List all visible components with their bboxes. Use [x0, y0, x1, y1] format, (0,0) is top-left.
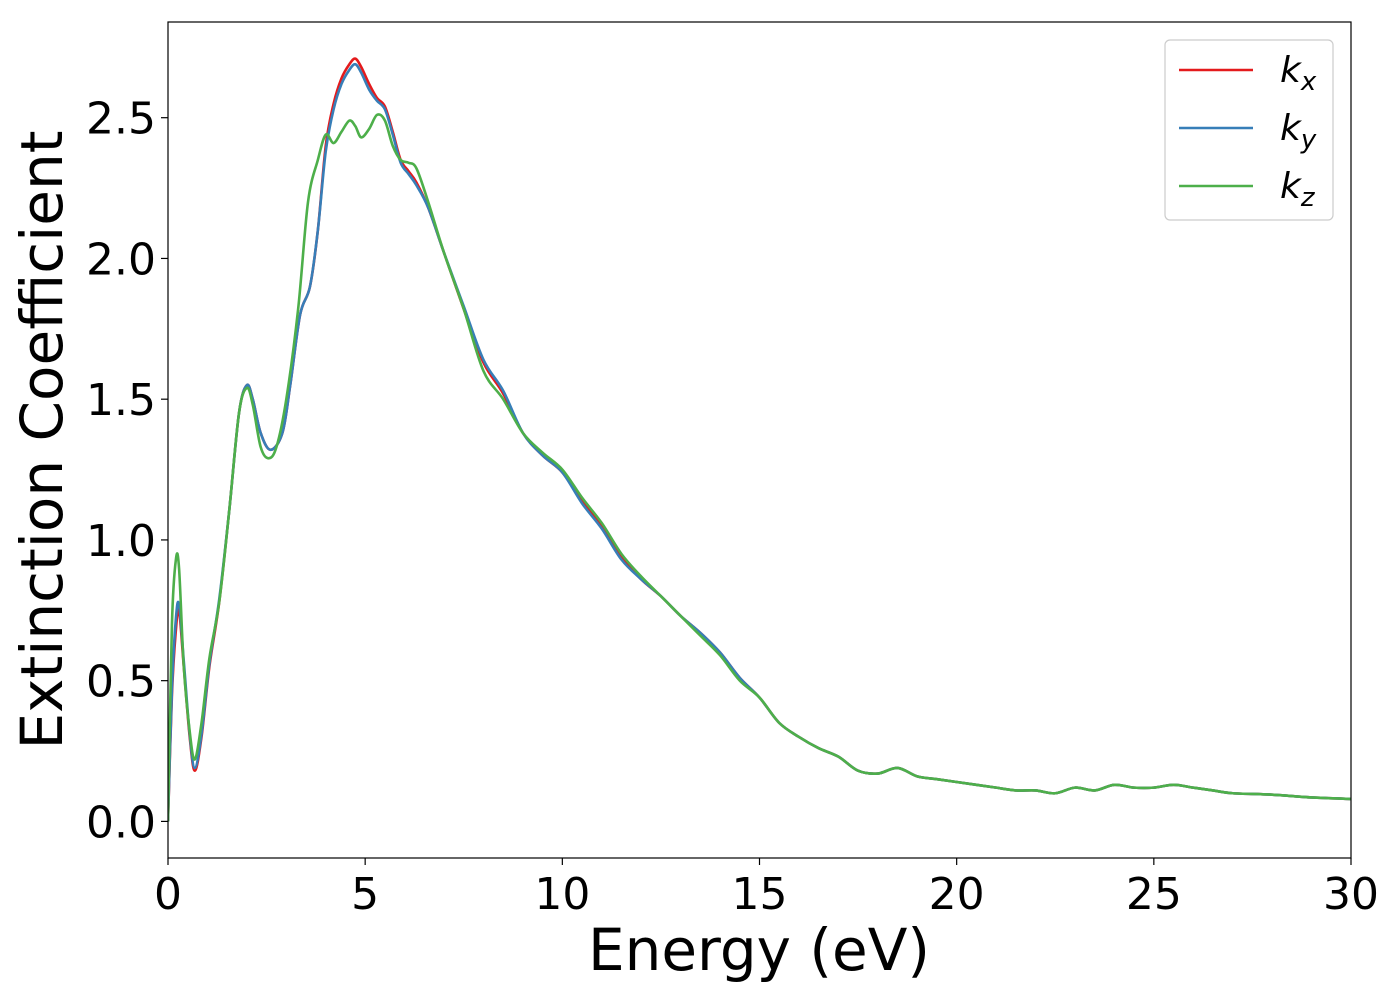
x-tick-label: 20 [929, 869, 985, 920]
x-tick-label: 5 [351, 869, 379, 920]
y-tick-label: 0.0 [86, 797, 156, 848]
y-tick-label: 2.5 [86, 94, 156, 145]
y-tick-label: 1.5 [86, 375, 156, 426]
y-tick-label: 0.5 [86, 657, 156, 708]
legend-label-kz: kz [1280, 166, 1316, 213]
legend-label-kx: kx [1280, 50, 1317, 97]
legend: kx ky kz [1164, 39, 1334, 221]
x-tick-label: 0 [154, 869, 182, 920]
series-line-kz [168, 113, 1351, 822]
x-tick-label: 25 [1126, 869, 1182, 920]
legend-box [1164, 39, 1334, 221]
y-axis-title: Extinction Coefficient [8, 131, 76, 750]
legend-label-ky: ky [1280, 108, 1317, 155]
x-axis-title: Energy (eV) [588, 916, 930, 984]
ticks-layer: 0 5 10 15 20 25 30 0.0 0.5 1.0 1.5 2.0 2.5 [86, 94, 1379, 920]
y-tick-label: 2.0 [86, 234, 156, 285]
x-tick-label: 15 [732, 869, 788, 920]
x-tick-label: 10 [534, 869, 590, 920]
x-tick-label: 30 [1323, 869, 1379, 920]
series-layer [168, 57, 1351, 822]
y-tick-label: 1.0 [86, 516, 156, 567]
